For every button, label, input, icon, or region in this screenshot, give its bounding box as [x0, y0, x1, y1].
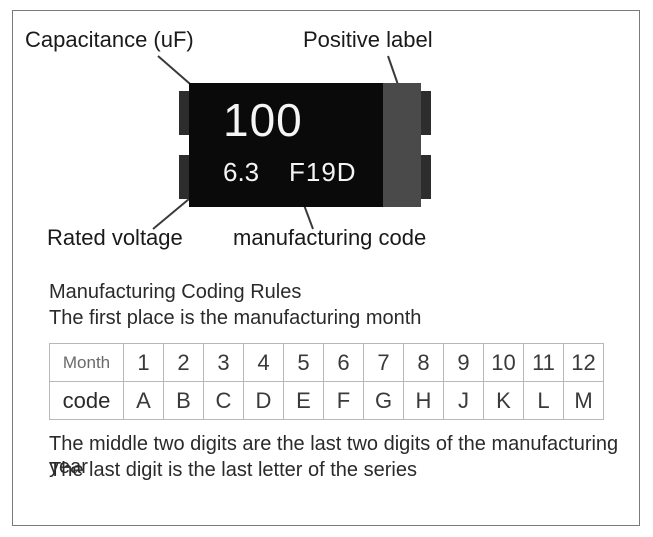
- capacitor-lead: [179, 91, 189, 135]
- table-cell: 2: [164, 344, 204, 382]
- table-cell: 3: [204, 344, 244, 382]
- table-row: Month 1 2 3 4 5 6 7 8 9 10 11 12: [50, 344, 604, 382]
- table-cell: 1: [124, 344, 164, 382]
- table-cell: B: [164, 382, 204, 420]
- capacitor-positive-stripe: [383, 83, 421, 207]
- table-cell: H: [404, 382, 444, 420]
- table-cell: L: [524, 382, 564, 420]
- month-code-table: Month 1 2 3 4 5 6 7 8 9 10 11 12 code A …: [49, 343, 604, 420]
- table-row: code A B C D E F G H J K L M: [50, 382, 604, 420]
- table-cell: E: [284, 382, 324, 420]
- table-cell: 9: [444, 344, 484, 382]
- table-cell: F: [324, 382, 364, 420]
- capacitor-body: 100 6.3 F19D: [189, 83, 421, 207]
- table-header-month: Month: [50, 344, 124, 382]
- table-cell: 8: [404, 344, 444, 382]
- rules-title: Manufacturing Coding Rules: [49, 281, 301, 304]
- table-cell: 4: [244, 344, 284, 382]
- table-cell: 11: [524, 344, 564, 382]
- table-cell: 7: [364, 344, 404, 382]
- table-cell: 6: [324, 344, 364, 382]
- capacitor-lead: [421, 91, 431, 135]
- table-cell: 10: [484, 344, 524, 382]
- capacitance-label: Capacitance (uF): [25, 27, 194, 53]
- table-cell: J: [444, 382, 484, 420]
- diagram-frame: Capacitance (uF) Positive label Rated vo…: [12, 10, 640, 526]
- table-cell: 12: [564, 344, 604, 382]
- table-header-code: code: [50, 382, 124, 420]
- capacitor-mfgcode-value: F19D: [289, 157, 357, 188]
- capacitor-lead: [179, 155, 189, 199]
- table-cell: A: [124, 382, 164, 420]
- table-cell: C: [204, 382, 244, 420]
- table-cell: K: [484, 382, 524, 420]
- capacitor-capacitance-value: 100: [223, 93, 303, 147]
- capacitor-voltage-value: 6.3: [223, 157, 259, 188]
- capacitor-lead: [421, 155, 431, 199]
- table-cell: M: [564, 382, 604, 420]
- positive-label: Positive label: [303, 27, 433, 53]
- table-cell: 5: [284, 344, 324, 382]
- capacitor-component: 100 6.3 F19D: [181, 83, 429, 207]
- table-cell: G: [364, 382, 404, 420]
- table-cell: D: [244, 382, 284, 420]
- rules-series-line: The last digit is the last letter of the…: [49, 459, 417, 482]
- rules-month-line: The first place is the manufacturing mon…: [49, 307, 421, 330]
